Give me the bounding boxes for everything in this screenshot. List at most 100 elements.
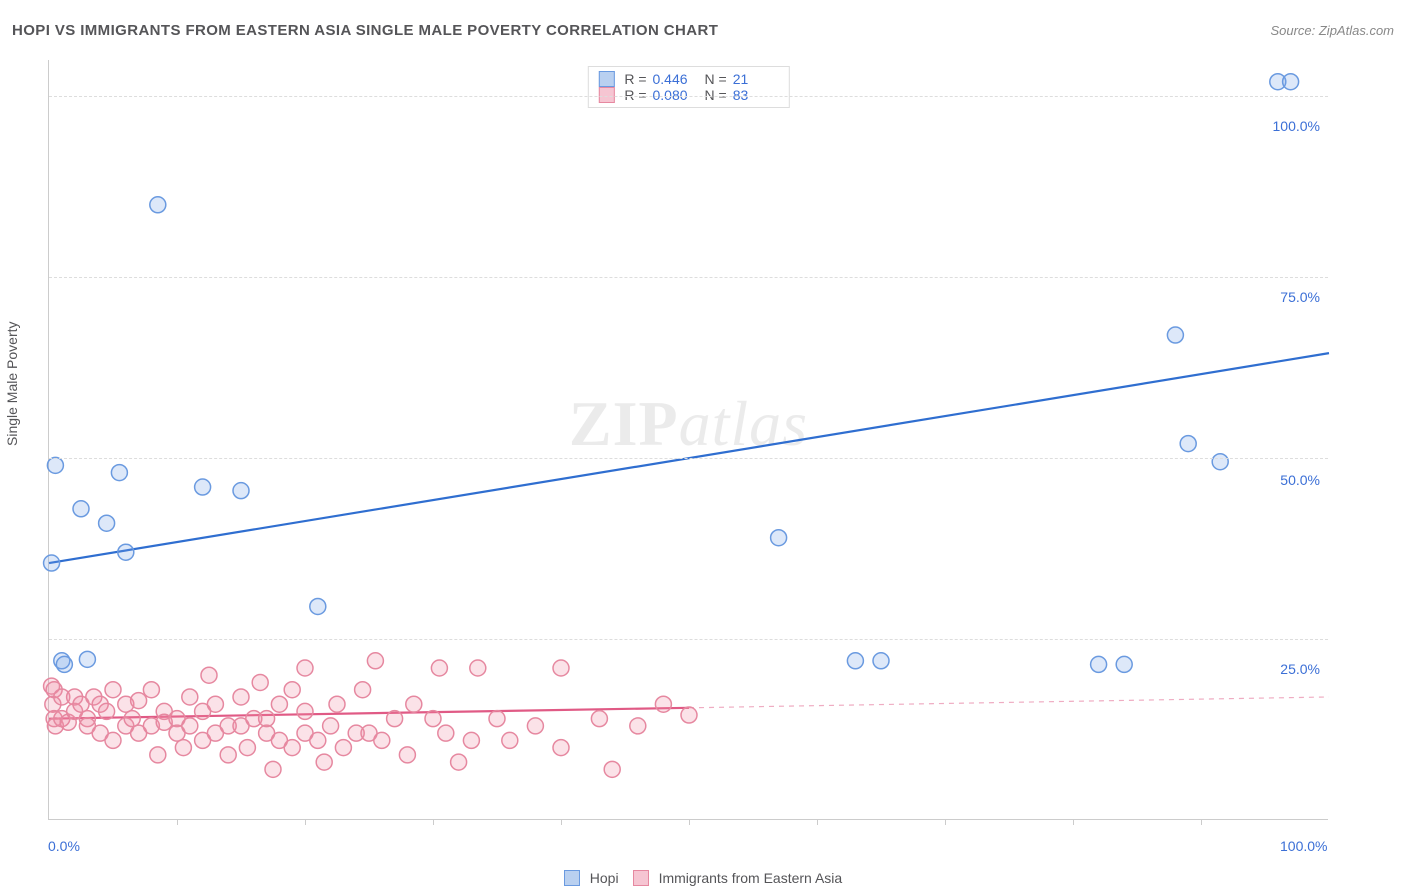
data-point — [175, 740, 191, 756]
data-point — [489, 711, 505, 727]
data-point — [387, 711, 403, 727]
data-point — [207, 696, 223, 712]
data-point — [220, 747, 236, 763]
data-point — [79, 651, 95, 667]
chart-source: Source: ZipAtlas.com — [1270, 23, 1394, 38]
gridline — [49, 458, 1328, 459]
data-point — [310, 598, 326, 614]
data-point — [1116, 656, 1132, 672]
data-point — [99, 703, 115, 719]
data-point — [73, 501, 89, 517]
legend-series-label: Immigrants from Eastern Asia — [659, 870, 843, 886]
data-point — [502, 732, 518, 748]
legend-swatch-icon — [598, 71, 614, 87]
data-point — [655, 696, 671, 712]
data-point — [1180, 436, 1196, 452]
r-value: 0.446 — [653, 71, 699, 87]
data-point — [1091, 656, 1107, 672]
data-point — [873, 653, 889, 669]
chart-title: HOPI VS IMMIGRANTS FROM EASTERN ASIA SIN… — [12, 22, 718, 39]
data-point — [323, 718, 339, 734]
data-point — [44, 555, 60, 571]
data-point — [406, 696, 422, 712]
data-point — [201, 667, 217, 683]
legend-swatch-icon — [564, 870, 580, 886]
legend-series-item: Immigrants from Eastern Asia — [633, 870, 843, 886]
data-point — [182, 718, 198, 734]
y-tick-label: 25.0% — [1280, 661, 1320, 677]
r-value: 0.080 — [653, 87, 699, 103]
data-point — [310, 732, 326, 748]
legend-correlation-row: R = 0.446N = 21 — [598, 71, 778, 87]
data-point — [604, 761, 620, 777]
data-point — [1167, 327, 1183, 343]
data-point — [297, 703, 313, 719]
data-point — [252, 674, 268, 690]
data-point — [771, 530, 787, 546]
y-tick-label: 50.0% — [1280, 472, 1320, 488]
legend-correlation: R = 0.446N = 21R = 0.080N = 83 — [587, 66, 789, 108]
data-point — [399, 747, 415, 763]
data-point — [105, 732, 121, 748]
legend-series-label: Hopi — [590, 870, 619, 886]
x-tick-label: 0.0% — [48, 838, 80, 854]
data-point — [111, 465, 127, 481]
data-point — [367, 653, 383, 669]
x-tick — [177, 819, 178, 825]
x-tick — [1073, 819, 1074, 825]
chart-plot-area: ZIPatlas R = 0.446N = 21R = 0.080N = 83 … — [48, 60, 1328, 820]
data-point — [425, 711, 441, 727]
legend-series: Hopi Immigrants from Eastern Asia — [0, 870, 1406, 886]
data-point — [355, 682, 371, 698]
data-point — [591, 711, 607, 727]
regression-line-dashed — [689, 697, 1329, 708]
data-point — [182, 689, 198, 705]
data-point — [470, 660, 486, 676]
y-axis-label: Single Male Poverty — [4, 321, 20, 446]
data-point — [284, 682, 300, 698]
x-tick — [561, 819, 562, 825]
data-point — [150, 197, 166, 213]
data-point — [847, 653, 863, 669]
data-point — [105, 682, 121, 698]
data-point — [47, 457, 63, 473]
x-tick — [689, 819, 690, 825]
y-tick-label: 100.0% — [1273, 118, 1320, 134]
y-tick-label: 75.0% — [1280, 289, 1320, 305]
data-point — [195, 479, 211, 495]
x-tick — [433, 819, 434, 825]
gridline — [49, 639, 1328, 640]
legend-correlation-row: R = 0.080N = 83 — [598, 87, 778, 103]
data-point — [150, 747, 166, 763]
data-point — [124, 711, 140, 727]
data-point — [316, 754, 332, 770]
data-point — [143, 682, 159, 698]
chart-header: HOPI VS IMMIGRANTS FROM EASTERN ASIA SIN… — [12, 22, 1394, 39]
data-point — [553, 740, 569, 756]
data-point — [527, 718, 543, 734]
data-point — [271, 696, 287, 712]
data-point — [335, 740, 351, 756]
data-point — [463, 732, 479, 748]
gridline — [49, 96, 1328, 97]
x-tick-label: 100.0% — [1280, 838, 1327, 854]
data-point — [431, 660, 447, 676]
data-point — [131, 693, 147, 709]
data-point — [284, 740, 300, 756]
x-tick — [1201, 819, 1202, 825]
data-point — [630, 718, 646, 734]
x-tick — [945, 819, 946, 825]
n-value: 83 — [733, 87, 779, 103]
data-point — [99, 515, 115, 531]
data-point — [1283, 74, 1299, 90]
legend-swatch-icon — [633, 870, 649, 886]
data-point — [56, 656, 72, 672]
data-point — [553, 660, 569, 676]
data-point — [297, 660, 313, 676]
data-point — [329, 696, 345, 712]
data-point — [233, 483, 249, 499]
data-point — [451, 754, 467, 770]
data-point — [265, 761, 281, 777]
data-point — [259, 711, 275, 727]
data-point — [118, 544, 134, 560]
